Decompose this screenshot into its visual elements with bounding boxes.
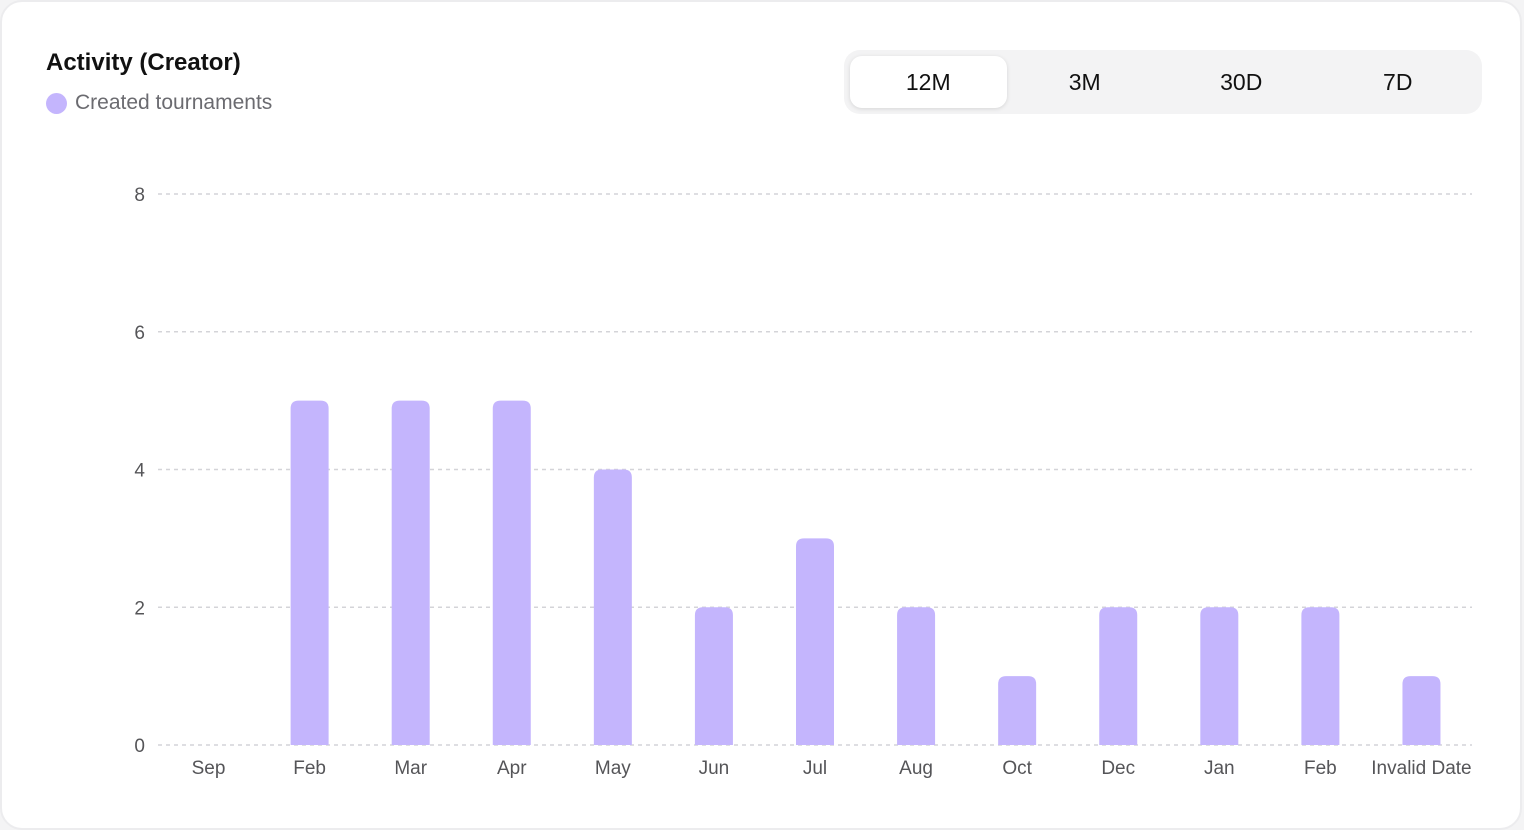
x-tick-label: May (595, 758, 631, 779)
bar (1301, 607, 1340, 745)
range-3m-button[interactable]: 3M (1007, 56, 1164, 108)
x-tick-label: Feb (1304, 758, 1337, 779)
x-tick-label: Mar (394, 758, 427, 779)
x-tick-label: Apr (497, 758, 527, 779)
x-tick-label: Feb (293, 758, 326, 779)
y-tick-label: 4 (134, 461, 145, 482)
x-tick-label: Aug (899, 758, 933, 779)
card-title: Activity (Creator) (46, 49, 241, 76)
bar (694, 607, 733, 745)
y-tick-label: 6 (134, 323, 145, 344)
bar (897, 607, 936, 745)
x-tick-label: Sep (192, 758, 226, 779)
bar (391, 400, 430, 745)
bar (1099, 607, 1138, 745)
x-tick-label: Oct (1002, 758, 1032, 779)
y-tick-label: 8 (134, 185, 145, 206)
x-tick-label: Invalid Date (1371, 758, 1471, 779)
bar (492, 400, 531, 745)
x-tick-label: Jul (803, 758, 827, 779)
bar (1402, 676, 1441, 745)
time-range-selector: 12M 3M 30D 7D (844, 50, 1482, 114)
activity-bar-chart: 0 2 4 6 8 Sep Feb Mar Apr May Jun Jul Aug Oct Dec Jan Fe… (134, 185, 1472, 779)
x-tick-label: Dec (1101, 758, 1135, 779)
bar (796, 538, 834, 745)
y-tick-label: 2 (134, 598, 145, 619)
range-30d-button[interactable]: 30D (1163, 56, 1320, 108)
chart-legend: Created tournaments (46, 90, 272, 116)
legend-label: Created tournaments (75, 91, 273, 114)
y-tick-label: 0 (134, 736, 145, 757)
range-7d-button[interactable]: 7D (1320, 56, 1477, 108)
range-12m-button[interactable]: 12M (850, 56, 1007, 108)
x-tick-label: Jan (1204, 758, 1235, 779)
legend-swatch (46, 92, 67, 114)
bar (1200, 607, 1239, 745)
bar (290, 400, 329, 745)
x-tick-label: Jun (699, 758, 730, 779)
bar (593, 469, 632, 745)
bar (998, 676, 1037, 745)
